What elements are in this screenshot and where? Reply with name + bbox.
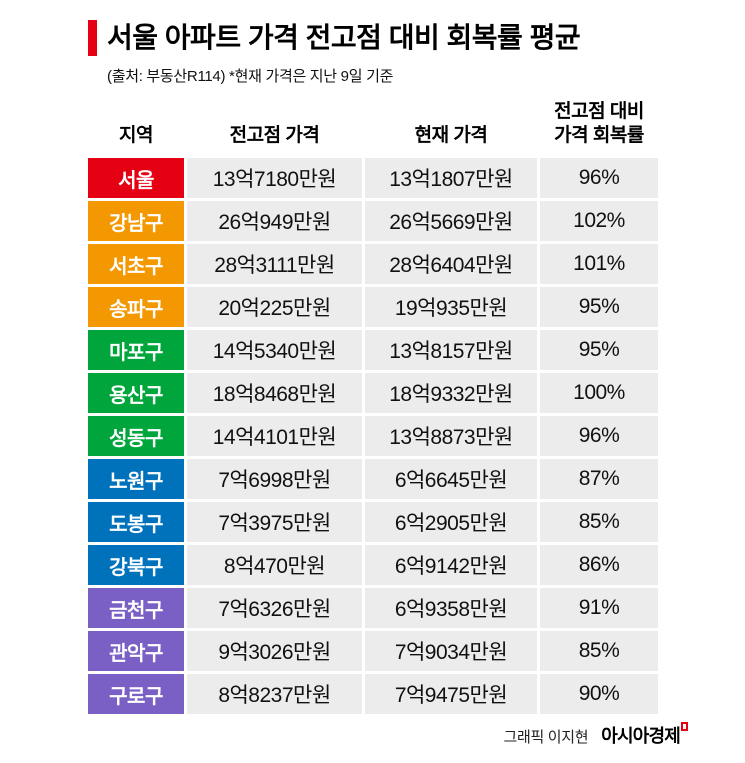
recovery-rate-cell: 87%: [540, 459, 658, 499]
column-header-peak-price: 전고점 가격: [229, 125, 320, 146]
current-price-cell: 13억8157만원: [365, 330, 537, 370]
title-block: 서울 아파트 가격 전고점 대비 회복률 평균: [0, 0, 745, 56]
brand-mark-icon: [681, 722, 688, 731]
table-row: 성동구 14억4101만원 13억8873만원 96%: [88, 416, 658, 456]
current-price-cell: 7억9034만원: [365, 631, 537, 671]
table-row: 노원구 7억6998만원 6억6645만원 87%: [88, 459, 658, 499]
peak-price-cell: 26억949만원: [187, 201, 362, 241]
recovery-rate-cell: 100%: [540, 373, 658, 413]
table-row: 강북구 8억470만원 6억9142만원 86%: [88, 545, 658, 585]
region-cell: 구로구: [88, 674, 184, 714]
region-cell: 마포구: [88, 330, 184, 370]
current-price-cell: 19억935만원: [365, 287, 537, 327]
column-header-region: 지역: [119, 125, 153, 146]
current-price-cell: 6억9358만원: [365, 588, 537, 628]
peak-price-cell: 20억225만원: [187, 287, 362, 327]
table-header-row: 지역 전고점 가격 현재 가격 전고점 대비 가격 회복률: [88, 100, 658, 158]
recovery-rate-cell: 102%: [540, 201, 658, 241]
recovery-rate-cell: 85%: [540, 631, 658, 671]
region-cell: 성동구: [88, 416, 184, 456]
peak-price-cell: 8억8237만원: [187, 674, 362, 714]
table-row: 마포구 14억5340만원 13억8157만원 95%: [88, 330, 658, 370]
column-header-recovery-rate-line2: 가격 회복률: [554, 125, 644, 146]
recovery-rate-cell: 86%: [540, 545, 658, 585]
peak-price-cell: 28억3111만원: [187, 244, 362, 284]
table-row: 강남구 26억949만원 26억5669만원 102%: [88, 201, 658, 241]
infographic-page: 서울 아파트 가격 전고점 대비 회복률 평균 (출처: 부동산R114) *현…: [0, 0, 745, 746]
current-price-cell: 6억2905만원: [365, 502, 537, 542]
region-cell: 강북구: [88, 545, 184, 585]
current-price-cell: 7억9475만원: [365, 674, 537, 714]
peak-price-cell: 14억5340만원: [187, 330, 362, 370]
current-price-cell: 26억5669만원: [365, 201, 537, 241]
peak-price-cell: 18억8468만원: [187, 373, 362, 413]
graphic-credit: 그래픽 이지현: [503, 729, 589, 746]
region-cell: 송파구: [88, 287, 184, 327]
region-cell: 강남구: [88, 201, 184, 241]
column-header-current-price: 현재 가격: [414, 125, 488, 146]
table-row: 관악구 9억3026만원 7억9034만원 85%: [88, 631, 658, 671]
table-row: 용산구 18억8468만원 18억9332만원 100%: [88, 373, 658, 413]
table-row: 서울 13억7180만원 13억1807만원 96%: [88, 158, 658, 198]
recovery-rate-cell: 96%: [540, 158, 658, 198]
region-cell: 서초구: [88, 244, 184, 284]
peak-price-cell: 7억6326만원: [187, 588, 362, 628]
footer-credit: 그래픽 이지현 아시아경제: [88, 722, 688, 748]
title-accent-bar: [88, 20, 97, 56]
source-note: (출처: 부동산R114) *현재 가격은 지난 9일 기준: [107, 68, 394, 85]
peak-price-cell: 7억3975만원: [187, 502, 362, 542]
recovery-rate-cell: 90%: [540, 674, 658, 714]
current-price-cell: 6억6645만원: [365, 459, 537, 499]
current-price-cell: 6억9142만원: [365, 545, 537, 585]
recovery-rate-cell: 95%: [540, 330, 658, 370]
peak-price-cell: 8억470만원: [187, 545, 362, 585]
table-row: 송파구 20억225만원 19억935만원 95%: [88, 287, 658, 327]
current-price-cell: 18억9332만원: [365, 373, 537, 413]
recovery-rate-cell: 91%: [540, 588, 658, 628]
region-cell: 서울: [88, 158, 184, 198]
recovery-rate-cell: 95%: [540, 287, 658, 327]
region-cell: 관악구: [88, 631, 184, 671]
column-header-recovery-rate-line1: 전고점 대비: [554, 101, 644, 122]
column-header-recovery-rate: 전고점 대비 가격 회복률: [540, 100, 658, 148]
region-cell: 노원구: [88, 459, 184, 499]
brand-logo: 아시아경제: [601, 726, 681, 746]
peak-price-cell: 13억7180만원: [187, 158, 362, 198]
table-row: 도봉구 7억3975만원 6억2905만원 85%: [88, 502, 658, 542]
peak-price-cell: 14억4101만원: [187, 416, 362, 456]
recovery-rate-cell: 101%: [540, 244, 658, 284]
table-body: 서울 13억7180만원 13억1807만원 96% 강남구 26억949만원 26억566…: [88, 158, 658, 714]
table-row: 서초구 28억3111만원 28억6404만원 101%: [88, 244, 658, 284]
peak-price-cell: 9억3026만원: [187, 631, 362, 671]
table-row: 금천구 7억6326만원 6억9358만원 91%: [88, 588, 658, 628]
page-title: 서울 아파트 가격 전고점 대비 회복률 평균: [107, 22, 581, 53]
region-cell: 도봉구: [88, 502, 184, 542]
peak-price-cell: 7억6998만원: [187, 459, 362, 499]
table-row: 구로구 8억8237만원 7억9475만원 90%: [88, 674, 658, 714]
recovery-rate-cell: 85%: [540, 502, 658, 542]
region-cell: 금천구: [88, 588, 184, 628]
current-price-cell: 28억6404만원: [365, 244, 537, 284]
recovery-rate-cell: 96%: [540, 416, 658, 456]
price-recovery-table: 지역 전고점 가격 현재 가격 전고점 대비 가격 회복률 서울 13억7180만…: [88, 100, 658, 714]
current-price-cell: 13억1807만원: [365, 158, 537, 198]
region-cell: 용산구: [88, 373, 184, 413]
current-price-cell: 13억8873만원: [365, 416, 537, 456]
